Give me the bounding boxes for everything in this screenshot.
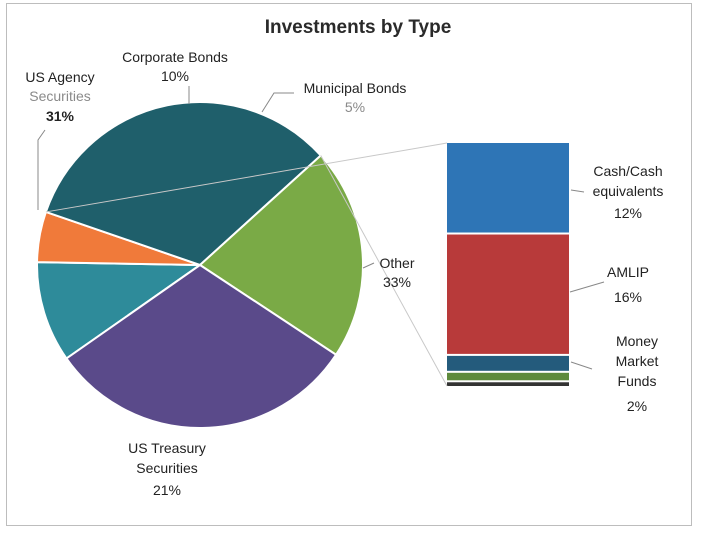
label-other-value: 33%	[383, 274, 411, 290]
label-us-treasury-value: 21%	[153, 482, 181, 498]
breakdown-bar-segment-5	[447, 382, 569, 386]
label-us-agency-name-2: Securities	[29, 88, 90, 104]
breakdown-bar-cash-cash-equivalents	[447, 143, 569, 233]
breakdown-bar-money-market-funds	[447, 355, 569, 371]
label-cash-value: 12%	[614, 205, 642, 221]
label-municipal-bonds-name: Municipal Bonds	[304, 80, 407, 96]
label-us-treasury-name-2: Securities	[136, 460, 197, 476]
label-cash-name-1: Cash/Cash	[593, 163, 662, 179]
label-mmf-name-3: Funds	[618, 373, 657, 389]
pie-slices	[36, 101, 364, 429]
label-cash-name-2: equivalents	[593, 183, 664, 199]
label-us-agency-name-1: US Agency	[25, 69, 94, 85]
label-other-name: Other	[379, 255, 414, 271]
leader-line-other	[362, 262, 375, 269]
label-mmf-name-2: Market	[616, 353, 659, 369]
leader-line-municipal-bonds	[261, 92, 294, 113]
label-us-agency-value: 31%	[46, 108, 75, 124]
label-mmf-name-1: Money	[616, 333, 658, 349]
chart-title: Investments by Type	[265, 17, 452, 38]
label-corporate-bonds-name: Corporate Bonds	[122, 49, 228, 65]
pie-slice-other	[44, 101, 323, 267]
connector-line-bottom	[320, 155, 448, 387]
leader-lines	[37, 86, 605, 370]
leader-line-us-agency	[37, 129, 46, 210]
leader-line-money-market-funds	[570, 361, 593, 370]
label-amlip-name: AMLIP	[607, 264, 649, 280]
connector-line-top	[45, 142, 448, 213]
breakdown-bar-segment-4	[447, 372, 569, 381]
breakdown-bar-amlip	[447, 234, 569, 354]
label-corporate-bonds-value: 10%	[161, 68, 189, 84]
label-mmf-value: 2%	[627, 398, 647, 414]
label-us-treasury-name-1: US Treasury	[128, 440, 206, 456]
pie-slice-us-agency-securities	[65, 263, 338, 429]
breakdown-connectors	[45, 142, 448, 387]
label-amlip-value: 16%	[614, 289, 642, 305]
breakdown-bar	[447, 143, 569, 386]
leader-line-cash	[570, 189, 585, 193]
leader-line-amlip	[569, 281, 605, 293]
pie-slice-corporate-bonds	[36, 261, 204, 360]
pie-slice-us-treasury-securities	[198, 154, 364, 357]
label-municipal-bonds-value: 5%	[345, 99, 365, 115]
